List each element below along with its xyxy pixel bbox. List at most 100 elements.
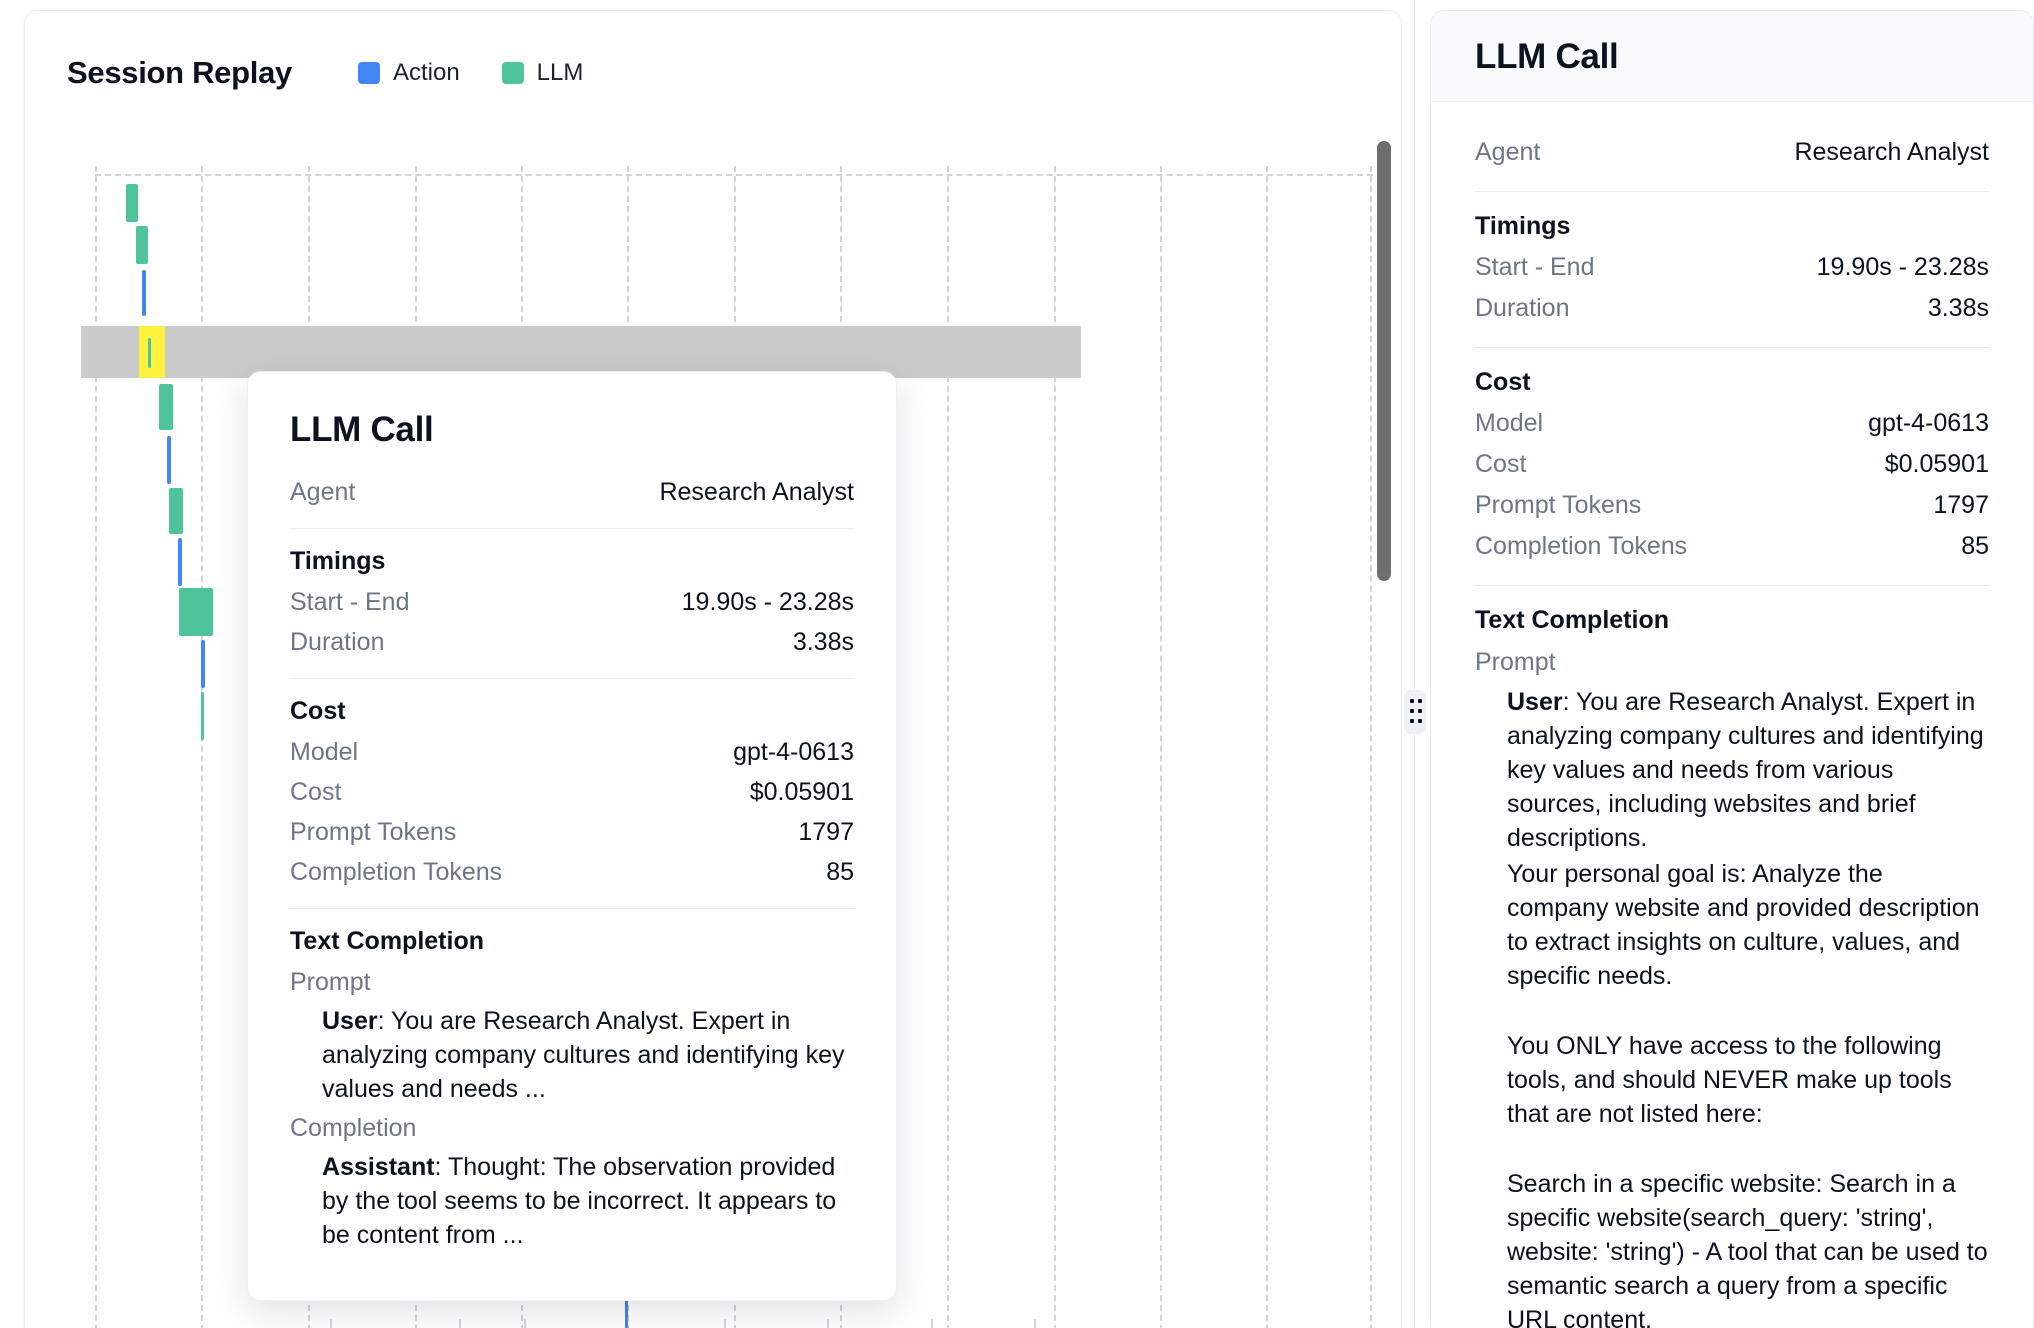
gridline xyxy=(1266,166,1269,1328)
panel-divider xyxy=(1414,0,1415,1328)
tooltip-prompt-role: User xyxy=(322,1007,378,1035)
detail-duration-row: Duration 3.38s xyxy=(1475,288,1989,329)
timeline-bar-llm[interactable] xyxy=(125,184,138,222)
llm-call-tooltip: LLM Call Agent Research Analyst Timings … xyxy=(247,371,897,1301)
legend-item-llm[interactable]: LLM xyxy=(501,59,583,87)
tooltip-prompt-tokens-row: Prompt Tokens 1797 xyxy=(290,812,854,852)
page-title: Session Replay xyxy=(67,55,292,90)
llm-call-detail-panel: LLM Call Agent Research Analyst Timings … xyxy=(1430,10,2034,1328)
detail-prompt-text-1: : You are Research Analyst. Expert in an… xyxy=(1507,688,1984,852)
detail-start-end-value: 19.90s - 23.28s xyxy=(1816,253,1989,281)
detail-model-value: gpt-4-0613 xyxy=(1868,409,1989,437)
llm-swatch-icon xyxy=(501,62,524,84)
detail-cost-value: $0.05901 xyxy=(1884,450,1989,478)
detail-prompt-tokens-value: 1797 xyxy=(1933,491,1989,519)
scrollbar-thumb[interactable] xyxy=(1377,141,1391,581)
timeline-selected-bar[interactable] xyxy=(148,338,151,368)
axis-tick xyxy=(330,1319,333,1328)
session-replay-header: Session Replay Action LLM xyxy=(25,11,1401,91)
legend-item-action[interactable]: Action xyxy=(357,59,460,87)
panel-resize-handle[interactable] xyxy=(1404,690,1426,734)
detail-cost-heading: Cost xyxy=(1475,368,1531,396)
detail-prompt-paragraph-1: User: You are Research Analyst. Expert i… xyxy=(1475,685,1989,855)
tooltip-completion-label: Completion xyxy=(290,1114,417,1142)
grip-dot-icon xyxy=(1410,719,1414,723)
divider xyxy=(1475,585,1989,586)
tooltip-duration-label: Duration xyxy=(290,628,385,656)
tooltip-completion-tokens-row: Completion Tokens 85 xyxy=(290,852,854,892)
detail-prompt-tokens-label: Prompt Tokens xyxy=(1475,491,1642,519)
tooltip-agent-value: Research Analyst xyxy=(659,478,854,506)
tooltip-completion-role: Assistant xyxy=(322,1153,435,1181)
timeline-bar-llm[interactable] xyxy=(135,226,148,264)
detail-completion-tokens-label: Completion Tokens xyxy=(1475,532,1688,560)
timeline-bar-action[interactable] xyxy=(201,640,206,688)
timeline-bar-llm[interactable] xyxy=(201,692,205,740)
tooltip-start-end-row: Start - End 19.90s - 23.28s xyxy=(290,582,854,622)
gridline xyxy=(201,166,204,1328)
detail-cost-label: Cost xyxy=(1475,450,1527,478)
tooltip-cost-value: $0.05901 xyxy=(749,778,854,806)
tooltip-completion-tokens-value: 85 xyxy=(826,858,854,886)
tooltip-cost-label: Cost xyxy=(290,778,342,806)
tooltip-agent-row: Agent Research Analyst xyxy=(290,472,854,512)
tooltip-model-label: Model xyxy=(290,738,359,766)
divider xyxy=(1475,191,1989,192)
axis-tick xyxy=(1034,1319,1037,1328)
detail-prompt-tokens-row: Prompt Tokens 1797 xyxy=(1475,485,1989,526)
gridline xyxy=(946,166,949,1328)
timeline-bar-action[interactable] xyxy=(166,436,171,484)
detail-completion-tokens-row: Completion Tokens 85 xyxy=(1475,526,1989,567)
axis-tick xyxy=(930,1319,933,1328)
timeline-bar-action[interactable] xyxy=(178,538,183,586)
detail-agent-value: Research Analyst xyxy=(1794,138,1989,166)
detail-prompt-label: Prompt xyxy=(1475,648,1556,676)
axis-tick xyxy=(723,1319,726,1328)
detail-prompt-paragraph-4: Search in a specific website: Search in … xyxy=(1475,1167,1989,1328)
timeline-bar-llm[interactable] xyxy=(179,588,214,636)
divider xyxy=(290,678,854,679)
tooltip-model-row: Model gpt-4-0613 xyxy=(290,732,854,772)
detail-model-row: Model gpt-4-0613 xyxy=(1475,403,1989,444)
paragraph-gap xyxy=(1475,993,1989,1027)
detail-prompt-text-4: Search in a specific website: Search in … xyxy=(1507,1170,1988,1328)
gridline xyxy=(1370,166,1373,1328)
grip-dot-icon xyxy=(1418,719,1422,723)
detail-prompt-paragraph-3: You ONLY have access to the following to… xyxy=(1475,1029,1989,1131)
timeline-bar-llm[interactable] xyxy=(158,384,173,430)
grip-dot-icon xyxy=(1410,709,1414,713)
tooltip-cost-row: Cost $0.05901 xyxy=(290,772,854,812)
legend: Action LLM xyxy=(357,59,583,87)
timeline-vertical-scrollbar[interactable] xyxy=(1377,103,1391,1323)
detail-prompt-text-2: Your personal goal is: Analyze the compa… xyxy=(1507,860,1980,990)
axis-playhead-marker[interactable] xyxy=(625,1293,629,1328)
tooltip-start-end-label: Start - End xyxy=(290,588,410,616)
divider xyxy=(290,528,854,529)
tooltip-text-completion-heading: Text Completion xyxy=(290,927,484,955)
tooltip-agent-label: Agent xyxy=(290,478,356,506)
timeline-selected-band[interactable] xyxy=(81,326,1081,378)
tooltip-timings-heading: Timings xyxy=(290,547,386,575)
grip-dot-icon xyxy=(1410,699,1414,703)
tooltip-start-end-value: 19.90s - 23.28s xyxy=(681,588,854,616)
tooltip-prompt-message: User: You are Research Analyst. Expert i… xyxy=(290,1004,854,1106)
tooltip-duration-row: Duration 3.38s xyxy=(290,622,854,662)
tooltip-prompt-text: : You are Research Analyst. Expert in an… xyxy=(322,1007,845,1103)
timeline-bar-action[interactable] xyxy=(142,270,147,316)
timeline-bar-llm[interactable] xyxy=(169,488,184,534)
tooltip-duration-value: 3.38s xyxy=(792,628,854,656)
divider xyxy=(290,908,854,909)
tooltip-title: LLM Call xyxy=(290,410,434,449)
detail-panel-body: Agent Research Analyst Timings Start - E… xyxy=(1431,102,2033,1328)
detail-timings-heading: Timings xyxy=(1475,212,1571,240)
gridline xyxy=(1159,166,1162,1328)
detail-panel-title: LLM Call xyxy=(1475,37,1619,76)
gridline xyxy=(95,166,97,1328)
legend-label-action: Action xyxy=(392,59,460,86)
timeline-selected-highlight[interactable] xyxy=(139,326,165,378)
paragraph-gap xyxy=(1475,1131,1989,1165)
detail-duration-value: 3.38s xyxy=(1927,294,1989,322)
detail-completion-tokens-value: 85 xyxy=(1961,532,1989,560)
detail-prompt-role: User xyxy=(1507,688,1563,716)
